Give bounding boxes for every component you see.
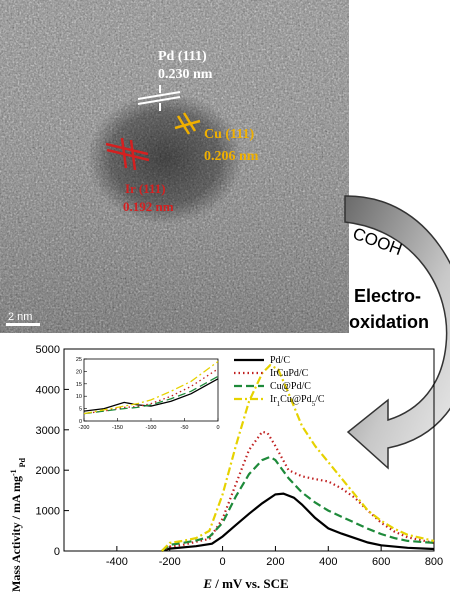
ir-plane-label: Ir (111): [125, 181, 166, 196]
inset-x-tick-label: 0: [216, 425, 219, 431]
y-axis-label-sub: Pd: [18, 457, 27, 467]
tem-micrograph: Pd (111) 0.230 nm Cu (111) 0.206 nm Ir (…: [0, 0, 349, 333]
electro-label: Electro-: [354, 286, 421, 306]
inset-y-tick-label: 15: [76, 382, 82, 388]
inset-x-tick-label: -50: [181, 425, 189, 431]
x-tick-label: -400: [106, 556, 128, 568]
y-tick-label: 4000: [36, 384, 60, 396]
nanoparticle: [87, 92, 243, 224]
legend-label: IrCuPd/C: [270, 368, 309, 379]
inset-y-tick-label: 5: [79, 407, 82, 413]
series-line-ircupd-c: [161, 430, 435, 552]
inset-x-tick-label: -150: [112, 425, 123, 431]
y-tick-label: 1000: [36, 506, 60, 518]
pd-plane-label: Pd (111): [158, 49, 207, 64]
y-tick-label: 0: [54, 546, 60, 558]
y-axis-label-sup: -1: [9, 469, 18, 476]
x-axis-label: E / mV vs. SCE: [202, 576, 288, 591]
cu-lattice-marker: [174, 112, 201, 135]
inset-chart: -200 -150 -100 -50 0 0 5 10 15 20 25: [76, 357, 220, 431]
series-line-cu-pd-c: [161, 455, 435, 552]
inset-series-line-ir1cu-pd5-c: [83, 360, 219, 415]
cu-spacing-label: 0.206 nm: [204, 149, 259, 164]
x-tick-label: 0: [220, 556, 226, 568]
scale-bar: 2 nm: [6, 311, 40, 326]
x-tick-label: 600: [372, 556, 390, 568]
chart-series: [161, 363, 435, 553]
x-tick-label: 400: [319, 556, 337, 568]
y-tick-label: 2000: [36, 465, 60, 477]
x-axis-label-unit: / mV vs. SCE: [212, 576, 289, 591]
x-tick-label: -200: [159, 556, 181, 568]
x-tick-label: 800: [425, 556, 443, 568]
y-axis-label-main: Mass Activity / mA mg: [9, 476, 23, 592]
inset-x-tick-label: -200: [78, 425, 89, 431]
oxidation-label: oxidation: [349, 312, 429, 332]
chart-axes: -400 -200 0 200 400 600 8000100020003000400050…: [36, 344, 444, 568]
x-tick-label: 200: [266, 556, 284, 568]
ir-spacing-label: 0.192 nm: [123, 199, 174, 214]
legend-label: Ir1Cu@Pd5/C: [270, 394, 325, 408]
inset-y-tick-label: 0: [79, 419, 82, 425]
series-line-ir1cu-pd5-c: [161, 363, 435, 552]
legend-label: Cu@Pd/C: [270, 381, 311, 392]
pd-spacing-label: 0.230 nm: [158, 67, 213, 82]
inset-y-tick-label: 25: [76, 357, 82, 363]
x-axis-label-var: E: [202, 576, 212, 591]
inset-series-line-ircupd-c: [83, 368, 219, 415]
ir-lattice-marker: [105, 137, 150, 171]
scale-bar-label: 2 nm: [8, 311, 32, 323]
chart-legend: Pd/C IrCuPd/C Cu@Pd/C Ir1Cu@Pd5/C: [234, 355, 325, 408]
cu-plane-label: Cu (111): [204, 127, 255, 142]
y-axis-label: Mass Activity / mA mg-1Pd: [9, 457, 27, 592]
cooh-label: COOH: [350, 224, 404, 259]
inset-y-tick-label: 10: [76, 394, 82, 400]
plot-frame: [63, 348, 435, 552]
y-tick-label: 5000: [36, 344, 60, 356]
pd-lattice-marker: [137, 85, 181, 111]
inset-y-tick-label: 20: [76, 369, 82, 375]
inset-series-line-cu-pd-c: [83, 375, 219, 415]
series-line-pd-c: [161, 492, 435, 553]
y-tick-label: 3000: [36, 425, 60, 437]
inset-x-tick-label: -100: [145, 425, 156, 431]
mass-activity-chart: -400 -200 0 200 400 600 8000100020003000400050…: [9, 344, 444, 592]
legend-label: Pd/C: [270, 355, 290, 366]
